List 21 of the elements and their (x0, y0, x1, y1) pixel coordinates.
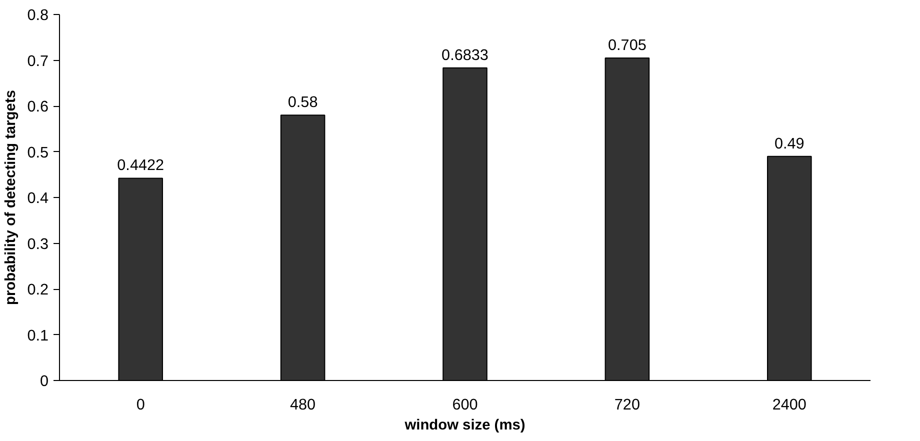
data-label: 0.49 (774, 135, 804, 152)
data-label: 0.6833 (442, 46, 488, 64)
y-tick-label: 0.3 (27, 236, 49, 253)
y-axis-title: probability of detecting targets (3, 90, 20, 305)
x-tick-label: 720 (614, 396, 640, 414)
x-tick-label: 600 (452, 396, 478, 414)
y-tick-label: 0.5 (27, 144, 49, 162)
data-label: 0.4422 (117, 157, 164, 174)
x-tick-label: 0 (136, 396, 145, 414)
y-tick-label: 0.1 (27, 327, 49, 344)
y-tick-label: 0.2 (27, 282, 49, 298)
data-label: 0.705 (608, 36, 646, 54)
x-tick-label: 2400 (772, 396, 806, 414)
y-tick-label: 0.6 (27, 98, 49, 116)
y-tick-label: 0.4 (27, 190, 49, 207)
data-label: 0.58 (288, 94, 318, 112)
y-tick-label: 0.7 (27, 52, 49, 70)
x-tick-label: 480 (290, 396, 316, 414)
y-tick-label: 0.8 (27, 7, 49, 24)
y-tick-label: 0 (40, 373, 49, 390)
x-axis-title: window size (ms) (404, 418, 526, 434)
